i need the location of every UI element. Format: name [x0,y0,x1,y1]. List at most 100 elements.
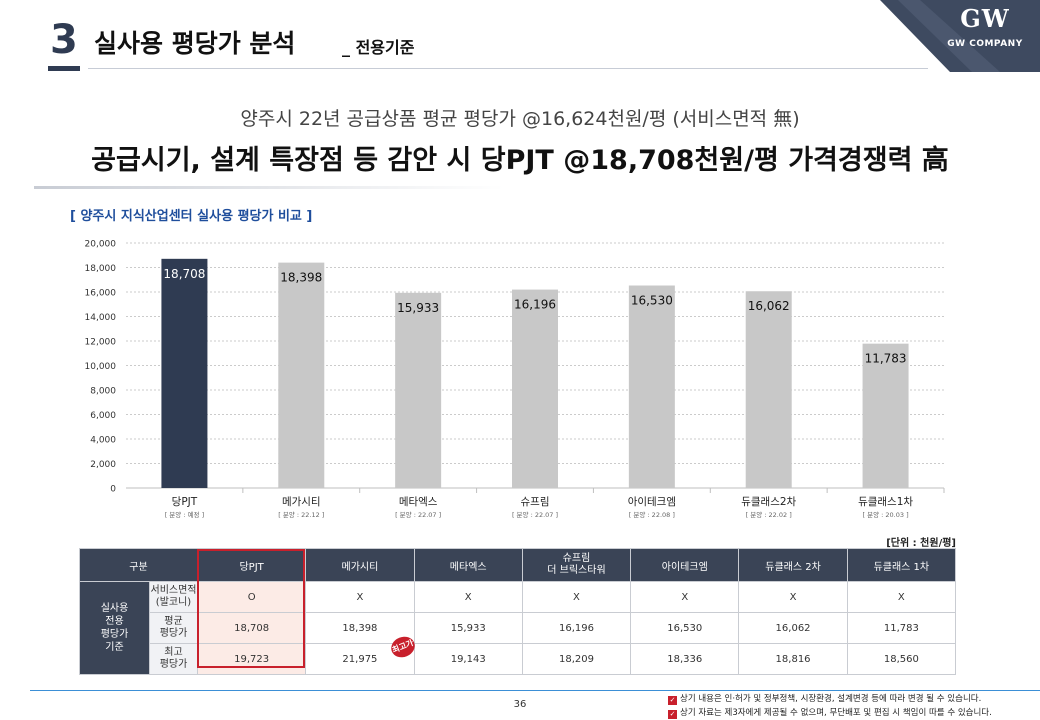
table-group-label: 실사용 전용 평당가 기준 [79,581,150,675]
x-tick-label: 메가시티 [282,496,321,508]
table-cell: 18,560 [846,643,957,675]
y-tick-label: 10,000 [85,362,117,372]
table-cell: 16,062 [738,612,848,644]
table-header-cell: 듀클래스 1차 [846,548,957,582]
checkbox-icon: ✓ [668,710,677,719]
table-cell: X [846,581,957,613]
y-tick-label: 6,000 [90,411,116,421]
disclaimer-line: ✓ 상기 내용은 인·허가 및 정부정책, 시장환경, 설계변경 등에 따라 변경… [668,692,992,706]
x-tick-sublabel: [ 분양 : 22.02 ] [746,511,792,519]
bar [628,285,675,488]
row-label: 서비스면적 (발코니) [149,581,198,613]
group-label-line: 실사용 [100,603,129,614]
y-tick-label: 4,000 [90,436,116,446]
bar [278,262,325,488]
x-tick-sublabel: [ 분양 : 22.07 ] [512,511,558,519]
x-tick-label: 듀클래스1차 [858,496,913,508]
disclaimer-text: 상기 내용은 인·허가 및 정부정책, 시장환경, 설계변경 등에 따라 변경 … [680,694,982,704]
group-label-line: 전용 [105,616,124,627]
table-cell: O [196,581,307,613]
bar [512,289,558,488]
row-label-line: 평당가 [159,659,188,670]
section-number-underline [48,66,80,71]
logo-background [880,0,1040,72]
bar [161,258,208,488]
company-logo-mark: GW [960,4,1010,33]
comparison-table: 구분 당PJT 메가시티 메타엑스 슈프림 더 브릭스타워 아이테크엠 듀클래스… [79,548,957,675]
y-tick-label: 20,000 [85,240,117,250]
row-label: 최고 평당가 [149,643,198,675]
table-header-row: 구분 당PJT 메가시티 메타엑스 슈프림 더 브릭스타워 아이테크엠 듀클래스… [79,548,957,582]
table-cell: 16,196 [521,612,632,644]
header-divider [88,68,928,69]
table-header-line: 더 브릭스타워 [547,565,606,576]
table-cell: 19,143 [413,643,523,675]
table-row: 평균 평당가 18,708 18,398 15,933 16,196 16,53… [80,612,957,644]
x-tick-label: 아이테크엠 [628,496,676,508]
x-tick-sublabel: [ 분양 : 22.08 ] [629,511,675,519]
disclaimer-text: 상기 자료는 제3자에게 제공될 수 없으며, 무단배포 및 편집 시 책임이 … [680,708,992,718]
table-cell: 18,816 [738,643,848,675]
bar [862,343,909,488]
checkbox-icon: ✓ [668,696,677,705]
unit-label: [단위 : 천원/평] [886,538,956,549]
x-tick-label: 당PJT [172,496,198,508]
table-cell: 18,209 [521,643,632,675]
y-tick-label: 12,000 [85,338,117,348]
y-tick-label: 16,000 [85,289,117,299]
headline-main: 공급시기, 설계 특장점 등 감안 시 당PJT @18,708천원/평 가격경… [91,145,949,176]
x-tick-label: 메타엑스 [399,496,438,508]
row-label-line: 평당가 [159,628,188,639]
x-tick-sublabel: [ 분양 : 20.03 ] [863,511,909,519]
bar [395,292,442,488]
table-header-cell: 메타엑스 [413,548,523,582]
y-tick-label: 8,000 [90,387,116,397]
table-cell: 15,933 [413,612,523,644]
y-tick-label: 18,000 [85,264,117,274]
table-header-line: 슈프림 [562,553,591,564]
chart-title: [ 양주시 지식산업센터 실사용 평당가 비교 ] [70,209,313,224]
table-cell: X [305,581,415,613]
y-tick-label: 0 [110,485,116,495]
table-row: 실사용 전용 평당가 기준 서비스면적 (발코니) O X X X X X X [79,581,957,675]
bar [745,291,792,488]
row-label-line: (발코니) [155,597,192,608]
disclaimer-notes: ✓ 상기 내용은 인·허가 및 정부정책, 시장환경, 설계변경 등에 따라 변경… [668,692,992,720]
table-header-category: 구분 [79,548,198,582]
headline-sub: 양주시 22년 공급상품 평균 평당가 @16,624천원/평 (서비스면적 無… [240,108,800,130]
table-header-cell: 아이테크엠 [630,548,740,582]
table-header-cell: 당PJT [196,548,307,582]
row-label-line: 최고 [164,647,183,658]
section-title: 실사용 평당가 분석 [94,29,296,58]
table-cell: X [630,581,740,613]
data-label: 18,398 [280,271,322,285]
page-number: 36 [513,699,527,710]
row-label-line: 서비스면적 [150,585,197,596]
data-label: 16,530 [631,294,673,308]
table-cell: 16,530 [630,612,740,644]
table-cell: X [413,581,523,613]
table-cell: X [521,581,632,613]
disclaimer-line: ✓ 상기 자료는 제3자에게 제공될 수 없으며, 무단배포 및 편집 시 책임이… [668,706,992,720]
table-header-cell: 메가시티 [305,548,415,582]
table-row: 최고 평당가 19,723 21,975 19,143 18,209 18,33… [80,643,957,675]
data-label: 16,196 [514,298,556,312]
data-label: 11,783 [865,352,907,366]
data-label: 18,708 [163,267,205,281]
x-tick-sublabel: [ 분양 : 예정 ] [165,510,204,519]
table-cell: 19,723 [196,643,307,675]
x-tick-sublabel: [ 분양 : 22.12 ] [278,511,324,519]
table-cell: 18,336 [630,643,740,675]
group-label-line: 기준 [105,642,124,653]
row-label: 평균 평당가 [149,612,198,644]
x-tick-sublabel: [ 분양 : 22.07 ] [395,511,441,519]
table-header-cell: 슈프림 더 브릭스타워 [521,548,632,582]
table-header-cell: 듀클래스 2차 [738,548,848,582]
table-cell: 18,708 [196,612,307,644]
section-subtitle: _ 전용기준 [342,38,415,57]
bar-chart: 0 2,000 4,000 6,000 8,000 10,000 12,000 14,000 1… [85,240,945,519]
data-label: 15,933 [397,301,439,315]
footer-divider [30,690,1040,691]
table-cell: X [738,581,848,613]
y-tick-label: 14,000 [85,313,117,323]
